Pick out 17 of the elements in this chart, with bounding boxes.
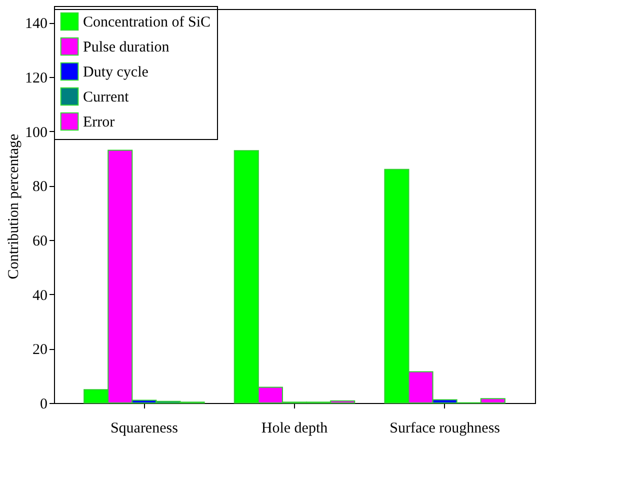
y-tick-label: 120 bbox=[25, 70, 48, 86]
y-tick-label: 60 bbox=[32, 233, 48, 250]
y-tick-label: 40 bbox=[32, 288, 48, 304]
x-tick-label: Squareness bbox=[110, 420, 178, 436]
legend-label: Concentration of SiC bbox=[83, 14, 210, 30]
x-tick-label: Hole depth bbox=[261, 420, 328, 436]
legend-label: Error bbox=[83, 114, 115, 130]
legend-label: Current bbox=[83, 90, 130, 106]
y-tick-label: 100 bbox=[25, 124, 48, 141]
y-tick-label: 20 bbox=[32, 342, 48, 358]
y-tick-label: 140 bbox=[25, 16, 48, 32]
legend-label: Pulse duration bbox=[83, 40, 170, 56]
y-axis-title: Contribution percentage bbox=[6, 133, 22, 280]
legend-label: Duty cycle bbox=[83, 64, 149, 80]
x-tick-label: Surface roughness bbox=[390, 420, 500, 436]
y-tick-label: 80 bbox=[32, 179, 48, 196]
y-tick-label: 0 bbox=[40, 396, 48, 412]
